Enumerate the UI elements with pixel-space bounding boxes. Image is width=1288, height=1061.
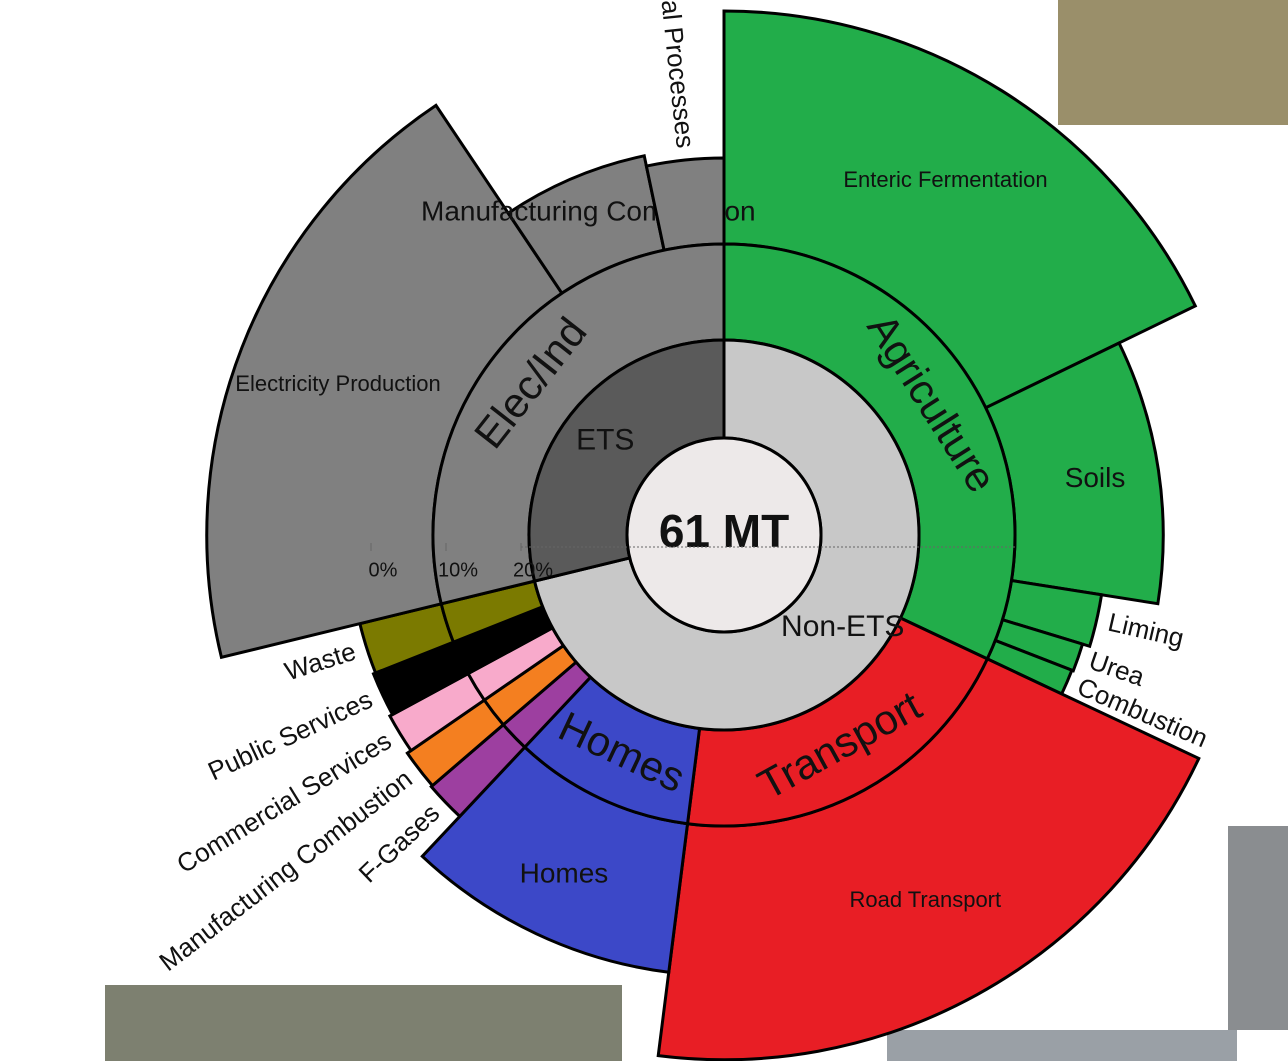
segment-label: Liming (1105, 607, 1186, 653)
photo-factory (887, 1030, 1237, 1061)
segment-label: Soils (1065, 462, 1126, 493)
group-label: ETS (576, 424, 634, 457)
segment-label: Electricity Production (235, 371, 440, 396)
segment-label: Enteric Fermentation (843, 167, 1047, 192)
segment-label: Homes (520, 857, 609, 888)
photo-house (105, 985, 622, 1061)
group-label: Non-ETS (781, 610, 904, 643)
radial-tick-label: 20% (513, 559, 553, 581)
radial-tick-label: 0% (369, 559, 398, 581)
photo-cow (1058, 0, 1288, 125)
segment-label: Industrial Processes (647, 0, 701, 149)
photo-car (1228, 826, 1288, 1030)
center-circle (625, 436, 823, 634)
radial-tick-label: 10% (438, 559, 478, 581)
segment-label: Waste (281, 636, 359, 687)
segment-label: Road Transport (849, 887, 1001, 912)
center-label: 61 MT (659, 505, 789, 557)
